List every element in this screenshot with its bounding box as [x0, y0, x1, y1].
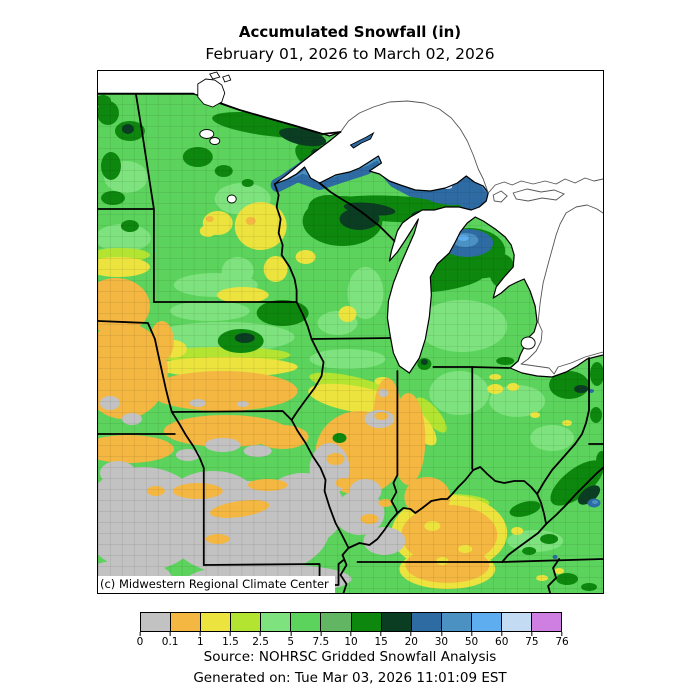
inland-lakes	[197, 71, 536, 350]
colorbar-segment	[531, 613, 562, 631]
colorbar-tick-label: 76	[555, 636, 569, 648]
colorbar-segment	[380, 613, 411, 631]
colorbar-tick: 5	[287, 632, 294, 648]
colorbar-tick: 20	[405, 632, 418, 648]
chart-title: Accumulated Snowfall (in)	[238, 23, 462, 41]
colorbar-segment	[350, 613, 381, 631]
colorbar-tick-label: 60	[495, 636, 509, 648]
colorbar-tick-label: 7.5	[312, 636, 330, 648]
state-borders	[98, 92, 603, 593]
canada-shoreline	[340, 100, 603, 375]
colorbar-tick: 60	[495, 632, 508, 648]
colorbar-tick-label: 0.1	[161, 636, 179, 648]
colorbar-tick: 1	[197, 632, 204, 648]
snowfall-map: (c) Midwestern Regional Climate Center	[97, 70, 604, 594]
colorbar-tick: 30	[435, 632, 448, 648]
colorbar-tick-label: 50	[464, 636, 479, 648]
colorbar-tick: 15	[374, 632, 388, 648]
colorbar-segment	[410, 613, 441, 631]
colorbar-tick-label: 5	[287, 636, 295, 648]
lake-of-the-woods	[197, 78, 226, 108]
colorbar-tick-label: 20	[404, 636, 418, 648]
mille-lacs-lake	[226, 194, 237, 204]
colorbar-tick: 7.5	[312, 632, 329, 648]
colorbar-tick-label: 15	[374, 636, 388, 648]
colorbar-tick-label: 30	[434, 636, 449, 648]
colorbar-tick: 76	[555, 632, 569, 648]
colorbar-segment	[290, 613, 321, 631]
colorbar-segment	[470, 613, 501, 631]
colorbar-segment	[230, 613, 261, 631]
colorbar-tick-label: 0	[136, 636, 144, 648]
colorbar-tick-label: 75	[525, 636, 539, 648]
colorbar-tick: 1.5	[222, 632, 239, 648]
red-lake	[199, 129, 215, 139]
colorbar-scale: 0 0.1 1 1.5 2.5 5 7.5 10 15 20 30 50 60 75 76	[136, 632, 569, 650]
map-attribution: (c) Midwestern Regional Climate Center	[98, 576, 335, 593]
shoreline-outline	[98, 93, 603, 378]
colorbar	[140, 612, 562, 632]
colorbar-tick: 0.1	[161, 632, 179, 648]
isle-royale	[349, 131, 375, 149]
snowfall-map-svg	[98, 71, 603, 593]
colorbar-tick: 0	[136, 632, 144, 648]
colorbar-tick: 10	[344, 632, 358, 648]
colorbar-tick: 50	[465, 632, 478, 648]
colorbar-segment	[320, 613, 351, 631]
colorbar-tick-label: 10	[344, 636, 358, 648]
colorbar-segment	[440, 613, 471, 631]
colorbar-segment	[141, 613, 171, 631]
colorbar-segment	[260, 613, 291, 631]
colorbar-tick-label: 1.5	[222, 636, 239, 648]
generated-line: Generated on: Tue Mar 03, 2026 11:01:09 …	[193, 670, 507, 686]
colorbar-tick-label: 1	[196, 636, 204, 648]
colorbar-tick-label: 2.5	[252, 636, 269, 648]
colorbar-segment	[200, 613, 231, 631]
source-line: Source: NOHRSC Gridded Snowfall Analysis	[203, 649, 497, 665]
colorbar-tick: 75	[525, 632, 539, 648]
lake-st-clair	[520, 336, 536, 350]
chart-subtitle: February 01, 2026 to March 02, 2026	[205, 45, 495, 63]
colorbar-segment	[500, 613, 532, 631]
colorbar-segment	[170, 613, 201, 631]
colorbar-tick: 2.5	[252, 632, 269, 648]
